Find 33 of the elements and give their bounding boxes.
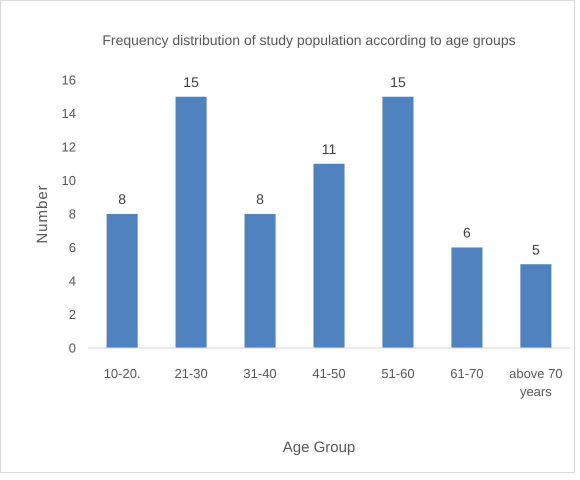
x-tick-label: 21-30 (174, 366, 208, 381)
y-tick-label: 16 (62, 72, 76, 88)
y-axis-title: Number (34, 184, 51, 244)
data-label: 5 (532, 241, 540, 258)
bar (451, 248, 482, 348)
x-tick-label: 61-70 (450, 366, 484, 381)
y-tick-label: 2 (68, 307, 76, 322)
y-tick-label: 8 (68, 206, 76, 222)
data-label: 11 (322, 140, 336, 157)
data-label: 8 (118, 191, 126, 207)
x-tick-label: above 70 years (509, 366, 563, 399)
bar (313, 164, 345, 348)
y-tick-label: 12 (62, 140, 76, 155)
data-label: 15 (183, 74, 200, 90)
data-label: 15 (390, 74, 406, 90)
bar (176, 96, 207, 348)
x-tick-label: 10-20. (104, 366, 141, 381)
data-label: 8 (256, 191, 264, 207)
y-tick-label: 4 (68, 274, 76, 289)
x-tick-label: 41-50 (312, 366, 346, 381)
x-tick-label: 31-40 (243, 366, 277, 381)
bar (520, 264, 552, 348)
chart-title: Frequency distribution of study population according to age groups (102, 32, 516, 48)
y-tick-label: 0 (68, 340, 76, 356)
x-tick-label: 51-60 (381, 366, 415, 381)
bar (382, 96, 414, 348)
y-tick-label: 14 (62, 106, 76, 122)
data-label: 6 (463, 224, 472, 240)
x-axis-title: Age Group (282, 439, 356, 456)
y-tick-label: 6 (68, 240, 76, 256)
y-tick-label: 10 (62, 173, 76, 188)
bar (106, 214, 138, 348)
bar (244, 214, 276, 348)
